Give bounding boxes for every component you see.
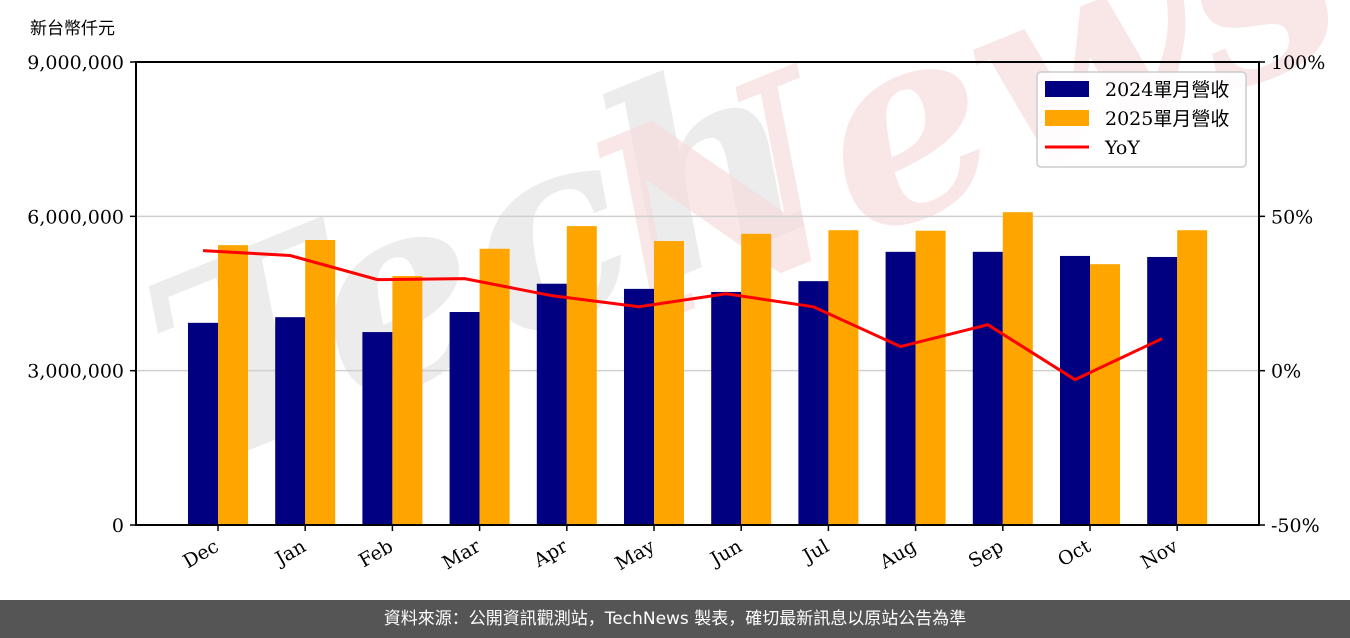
bar-2024: [798, 281, 829, 525]
bar-2024: [362, 332, 393, 525]
revenue-chart: TechNews 03,000,0006,000,0009,000,000-50…: [27, 0, 1350, 575]
bar-2024: [449, 312, 480, 525]
x-tick-label: Sep: [965, 535, 1008, 572]
bar-2025: [741, 233, 772, 525]
bar-2025: [1090, 264, 1120, 525]
legend-swatch-2024: [1045, 81, 1089, 97]
bar-2025: [1177, 230, 1208, 525]
bar-2024: [1147, 256, 1178, 525]
y-tick-label: 6,000,000: [27, 206, 124, 228]
plot-frame: [135, 61, 1260, 526]
legend-label: YoY: [1104, 137, 1140, 159]
bar-2025: [828, 230, 859, 525]
bar-2024: [536, 283, 567, 525]
source-footer: 資料來源：公開資訊觀測站，TechNews 製表，確切最新訊息以原站公告為準: [0, 600, 1350, 638]
bar-2025: [654, 241, 684, 525]
y2-tick-label: -50%: [1271, 515, 1320, 537]
bar-2025: [479, 248, 510, 525]
bar-2024: [885, 251, 916, 525]
bar-2024: [972, 251, 1003, 525]
y2-tick-label: 0%: [1271, 361, 1301, 383]
legend-label: 2025單月營收: [1105, 108, 1229, 130]
bar-2025: [1002, 212, 1033, 525]
bar-2025: [566, 226, 597, 525]
legend: 2024單月營收 2025單月營收 YoY: [1036, 71, 1247, 168]
y-tick-label: 3,000,000: [27, 361, 124, 383]
x-tick-label: Jun: [705, 535, 746, 571]
x-tick-label: Feb: [355, 535, 397, 572]
y-tick-label: 9,000,000: [27, 52, 124, 74]
legend-swatch-2025: [1045, 110, 1089, 126]
x-tick-label: Nov: [1137, 535, 1182, 574]
bar-2024: [188, 322, 218, 525]
yoy-line: [202, 249, 1163, 382]
y2-tick-label: 100%: [1271, 52, 1325, 74]
bar-2025: [218, 245, 248, 526]
bar-2024: [624, 288, 654, 525]
bar-2024: [711, 291, 742, 525]
bar-2025: [915, 230, 946, 525]
bar-2024: [275, 317, 306, 525]
x-tick-label: Apr: [529, 535, 572, 572]
yoy-line-series: [202, 249, 1163, 382]
x-tick-label: Oct: [1054, 535, 1095, 571]
y-axis-unit-label: 新台幣仟元: [30, 19, 115, 39]
bar-series: [188, 212, 1208, 526]
legend-box: [1036, 71, 1247, 168]
bar-2024: [1060, 255, 1090, 525]
x-tick-label: Jul: [798, 535, 833, 568]
bar-2025: [305, 239, 336, 525]
x-tick-label: Dec: [179, 535, 222, 573]
y2-tick-label: 50%: [1271, 206, 1313, 228]
x-tick-label: May: [612, 535, 659, 575]
x-tick-label: Jan: [270, 535, 310, 571]
x-tick-label: Aug: [875, 535, 920, 574]
bar-2025: [392, 276, 423, 525]
y-tick-label: 0: [112, 515, 124, 537]
x-tick-label: Mar: [439, 535, 485, 574]
legend-label: 2024單月營收: [1105, 79, 1229, 101]
